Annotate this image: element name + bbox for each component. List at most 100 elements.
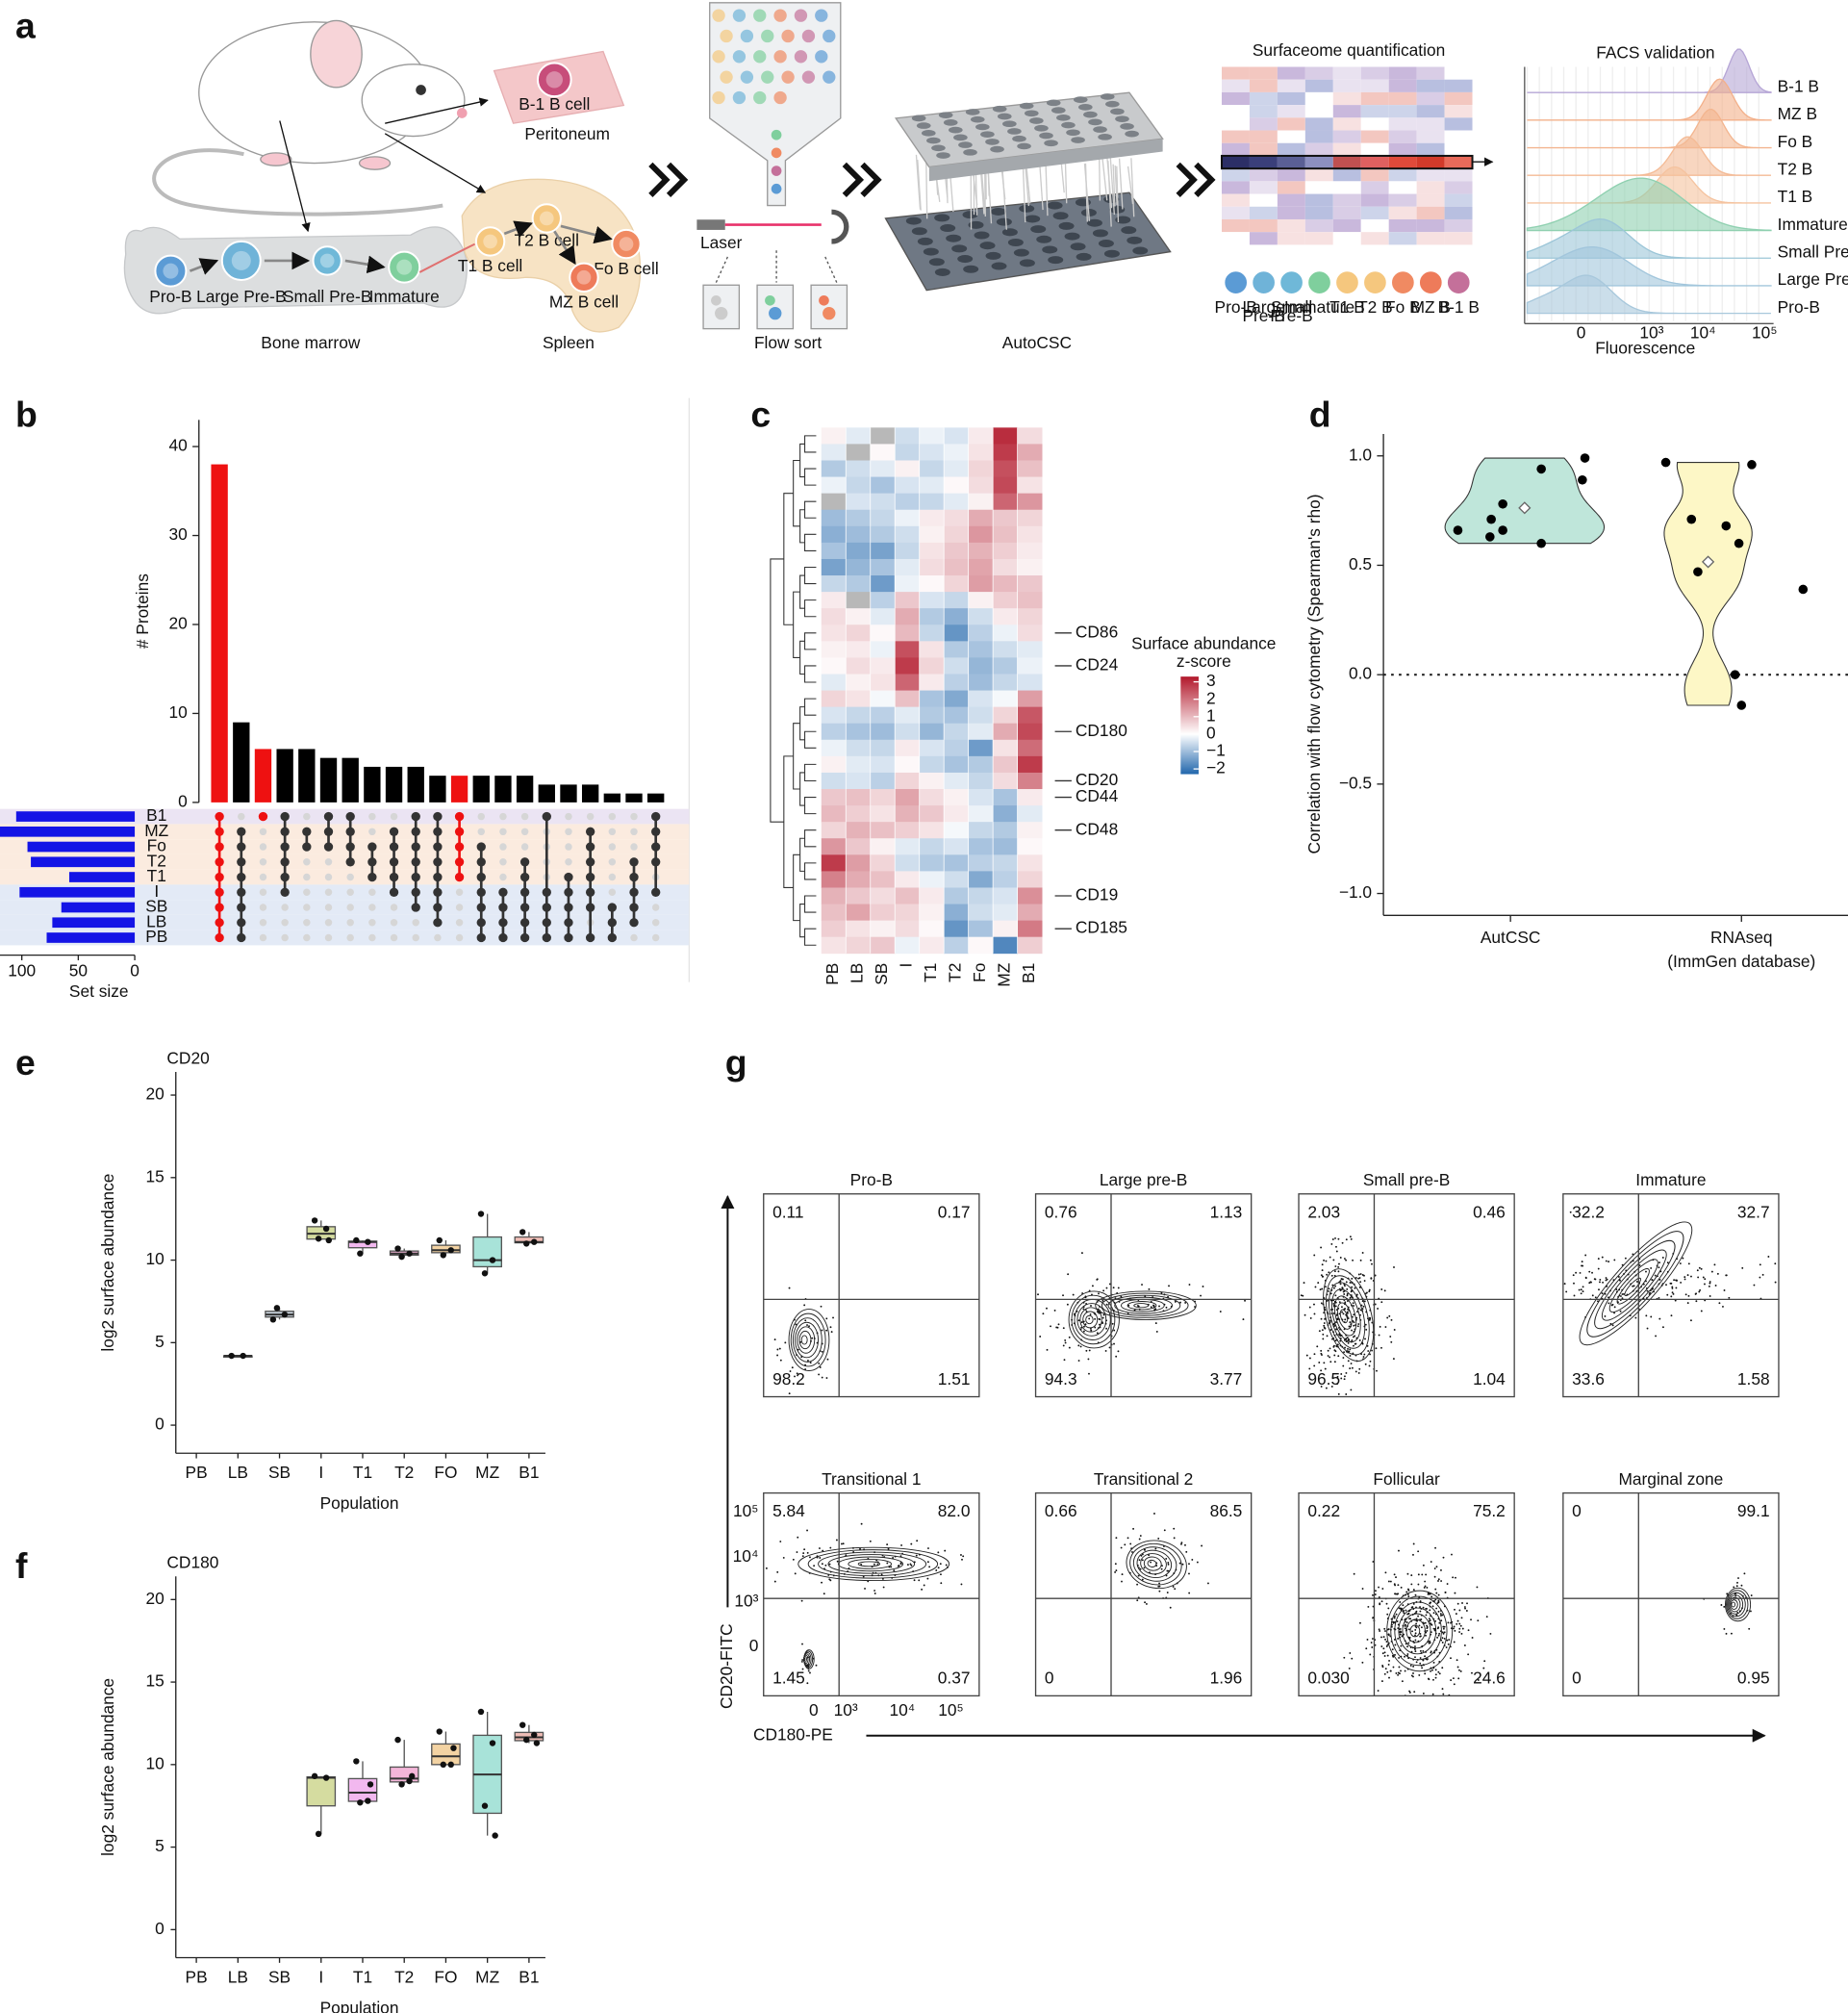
event: [1404, 1669, 1406, 1672]
event: [1613, 1306, 1616, 1309]
event: [1139, 1535, 1142, 1537]
event: [1127, 1304, 1130, 1307]
event: [1384, 1638, 1386, 1641]
heatmap-cell: [1017, 608, 1043, 625]
heatmap-cell: [870, 936, 896, 955]
event: [1708, 1285, 1710, 1287]
plate-well: [1001, 228, 1018, 237]
illustration-cell: [1277, 168, 1305, 182]
matrix-dot: [237, 842, 246, 852]
cell-label: Large Pre-B: [196, 287, 286, 306]
illustration-cell: [1360, 66, 1389, 80]
event: [1422, 1659, 1425, 1662]
event: [1439, 1613, 1442, 1615]
illustration-cell: [1388, 193, 1417, 207]
event: [1104, 1349, 1107, 1352]
event: [1385, 1645, 1388, 1647]
heatmap-cell: [895, 822, 921, 839]
event: [1094, 1317, 1097, 1320]
event: [1387, 1628, 1390, 1631]
matrix-dot: [433, 827, 443, 836]
matrix-dot: [237, 932, 246, 943]
event: [1055, 1326, 1058, 1329]
event: [792, 1558, 795, 1561]
x-tick-label: 10⁴: [889, 1700, 915, 1720]
arrow: [503, 220, 534, 238]
event: [1426, 1624, 1428, 1627]
sorted-cell: [753, 90, 767, 105]
event: [1387, 1607, 1390, 1610]
row-label: CD24: [1076, 655, 1119, 675]
event: [1736, 1581, 1738, 1584]
flow-plot: [1562, 1491, 1780, 1697]
event: [1593, 1278, 1596, 1281]
matrix-dot: [324, 888, 333, 897]
event: [916, 1540, 919, 1542]
axis-label: Fluorescence: [1595, 339, 1695, 358]
event: [1447, 1621, 1450, 1624]
colorbar-tick-label: −1: [1206, 741, 1226, 760]
cell-label: Small Pre-B: [283, 287, 371, 306]
event: [821, 1350, 823, 1353]
event: [1375, 1590, 1377, 1593]
event: [1658, 1261, 1660, 1264]
event: [1414, 1593, 1417, 1596]
event: [1429, 1602, 1431, 1605]
event: [1632, 1285, 1634, 1287]
plate-well: [928, 258, 945, 267]
event: [1456, 1659, 1458, 1662]
event: [1353, 1324, 1355, 1327]
plate-well: [1017, 142, 1031, 150]
plate-well: [1092, 229, 1108, 238]
event: [1445, 1646, 1448, 1648]
legend-cell: [1223, 269, 1249, 295]
laser-label: Laser: [700, 233, 743, 252]
event: [1725, 1632, 1728, 1635]
event: [1357, 1277, 1360, 1280]
event: [1665, 1284, 1667, 1287]
event: [1320, 1317, 1323, 1320]
deflection: [715, 256, 729, 283]
event: [1304, 1313, 1306, 1316]
mouse-foot: [260, 152, 292, 166]
event: [1347, 1360, 1350, 1363]
event: [1414, 1632, 1417, 1635]
heatmap-cell: [1017, 936, 1043, 955]
point: [492, 1832, 498, 1839]
event: [806, 1324, 808, 1326]
event: [1338, 1301, 1341, 1304]
event: [1348, 1325, 1351, 1328]
event: [1431, 1669, 1433, 1671]
axis-label: Population: [320, 1998, 399, 2013]
event: [1329, 1428, 1330, 1430]
x-tick-label: MZ: [475, 1967, 499, 1986]
event: [1704, 1278, 1707, 1281]
y-tick-label: 10: [145, 1753, 164, 1772]
heatmap-cell: [968, 904, 994, 922]
event: [1351, 1315, 1354, 1318]
heatmap-cell: [944, 509, 970, 527]
point: [440, 1252, 446, 1259]
matrix-dot: [433, 857, 443, 867]
event: [1354, 1277, 1357, 1279]
heatmap-cell: [968, 739, 994, 757]
event: [1453, 1625, 1456, 1628]
event: [1320, 1349, 1323, 1352]
event: [1342, 1278, 1344, 1281]
illustration-cell: [1360, 130, 1389, 143]
illustration-cell: [1277, 130, 1305, 143]
sorted-cell: [720, 70, 733, 84]
dendrogram: [799, 640, 805, 675]
heatmap-cell: [846, 460, 872, 477]
dendrogram: [804, 698, 817, 716]
event: [1386, 1670, 1389, 1673]
point: [1660, 457, 1671, 468]
event: [1506, 1259, 1507, 1261]
event: [1343, 1351, 1346, 1354]
event: [1387, 1663, 1390, 1666]
event: [1537, 1294, 1539, 1296]
event: [1353, 1305, 1355, 1307]
contour: [798, 1330, 812, 1350]
event: [937, 1551, 940, 1554]
event: [1598, 1288, 1600, 1291]
